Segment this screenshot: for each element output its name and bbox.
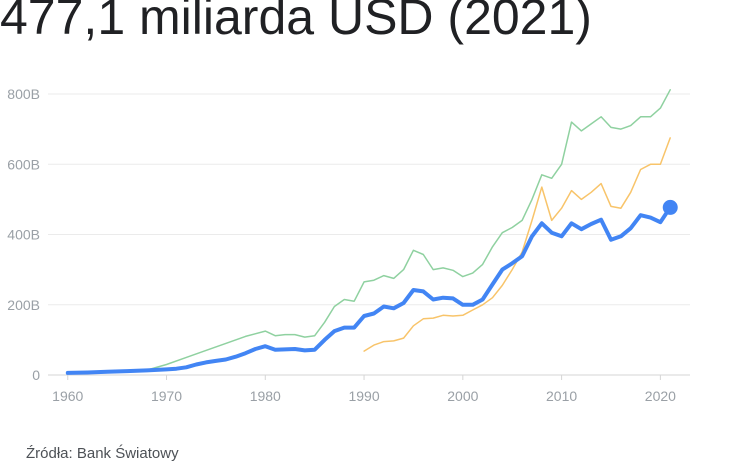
highlight-layer bbox=[662, 199, 678, 215]
source-label: Źródła: Bank Światowy bbox=[26, 445, 179, 462]
highlight-point[interactable] bbox=[662, 199, 678, 215]
y-tick-label: 600B bbox=[7, 156, 40, 172]
series-line-upper bbox=[67, 89, 671, 374]
x-tick-label: 2020 bbox=[645, 388, 676, 404]
series-layer bbox=[65, 89, 673, 375]
y-tick-label: 200B bbox=[7, 297, 40, 313]
y-axis-tick-labels: 0 200B 400B 600B 800B bbox=[7, 86, 40, 383]
x-tick-label: 1990 bbox=[348, 388, 379, 404]
series-line-main bbox=[65, 205, 673, 375]
x-tick-label: 2000 bbox=[447, 388, 478, 404]
y-tick-label: 800B bbox=[7, 86, 40, 102]
x-tick-label: 1960 bbox=[52, 388, 83, 404]
x-tick-label: 1970 bbox=[151, 388, 182, 404]
series-line-lower bbox=[363, 137, 671, 352]
x-axis-tick-labels: 1960 1970 1980 1990 2000 2010 2020 bbox=[52, 388, 676, 404]
x-tick-label: 2010 bbox=[546, 388, 577, 404]
y-tick-label: 400B bbox=[7, 227, 40, 243]
y-tick-label: 0 bbox=[32, 367, 40, 383]
grid-layer bbox=[48, 93, 690, 380]
page-title: 477,1 miliarda USD (2021) bbox=[0, 0, 592, 45]
x-tick-label: 1980 bbox=[250, 388, 281, 404]
